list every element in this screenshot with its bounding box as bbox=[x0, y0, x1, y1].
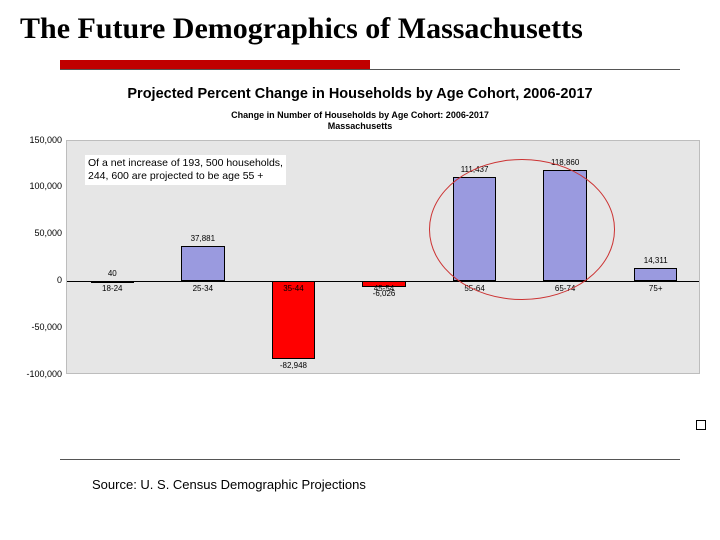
callout-line1: Of a net increase of 193, 500 households… bbox=[88, 157, 283, 169]
x-category-label: 45-54 bbox=[374, 284, 394, 293]
highlight-ellipse bbox=[429, 159, 615, 299]
source-text: Source: U. S. Census Demographic Project… bbox=[92, 477, 366, 492]
chart-subtitle: Projected Percent Change in Households b… bbox=[20, 86, 700, 102]
corner-mark-icon bbox=[696, 420, 706, 430]
bar bbox=[181, 246, 224, 281]
page-title: The Future Demographics of Massachusetts bbox=[20, 12, 700, 46]
accent-bar-line bbox=[60, 69, 680, 70]
bottom-rule bbox=[60, 459, 680, 460]
x-category-label: 18-24 bbox=[102, 284, 122, 293]
callout-line2: 244, 600 are projected to be age 55 + bbox=[88, 170, 263, 182]
chart-inner-title: Change in Number of Households by Age Co… bbox=[20, 110, 700, 132]
x-category-label: 75+ bbox=[649, 284, 663, 293]
y-tick-label: 100,000 bbox=[29, 181, 62, 191]
bar-value-label: -82,948 bbox=[280, 361, 307, 370]
y-tick-label: 150,000 bbox=[29, 135, 62, 145]
chart-title-line1: Change in Number of Households by Age Co… bbox=[231, 110, 489, 120]
accent-bar bbox=[20, 60, 700, 74]
y-tick-label: 50,000 bbox=[34, 228, 62, 238]
callout-box: Of a net increase of 193, 500 households… bbox=[85, 155, 286, 185]
chart-title-line2: Massachusetts bbox=[328, 121, 393, 131]
bar-value-label: 40 bbox=[108, 269, 117, 278]
bar bbox=[91, 281, 134, 283]
y-tick-label: -100,000 bbox=[26, 369, 62, 379]
y-tick-label: 0 bbox=[57, 275, 62, 285]
chart-area: 150,000 100,000 50,000 0 -50,000 -100,000 Of … bbox=[20, 138, 700, 388]
bar-value-label: 37,881 bbox=[191, 234, 215, 243]
y-axis: 150,000 100,000 50,000 0 -50,000 -100,000 bbox=[20, 138, 66, 388]
x-category-label: 35-44 bbox=[283, 284, 303, 293]
bar bbox=[634, 268, 677, 281]
y-tick-label: -50,000 bbox=[31, 322, 62, 332]
bar-value-label: 14,311 bbox=[644, 256, 668, 265]
plot-area: Of a net increase of 193, 500 households… bbox=[66, 140, 700, 374]
x-category-label: 25-34 bbox=[193, 284, 213, 293]
